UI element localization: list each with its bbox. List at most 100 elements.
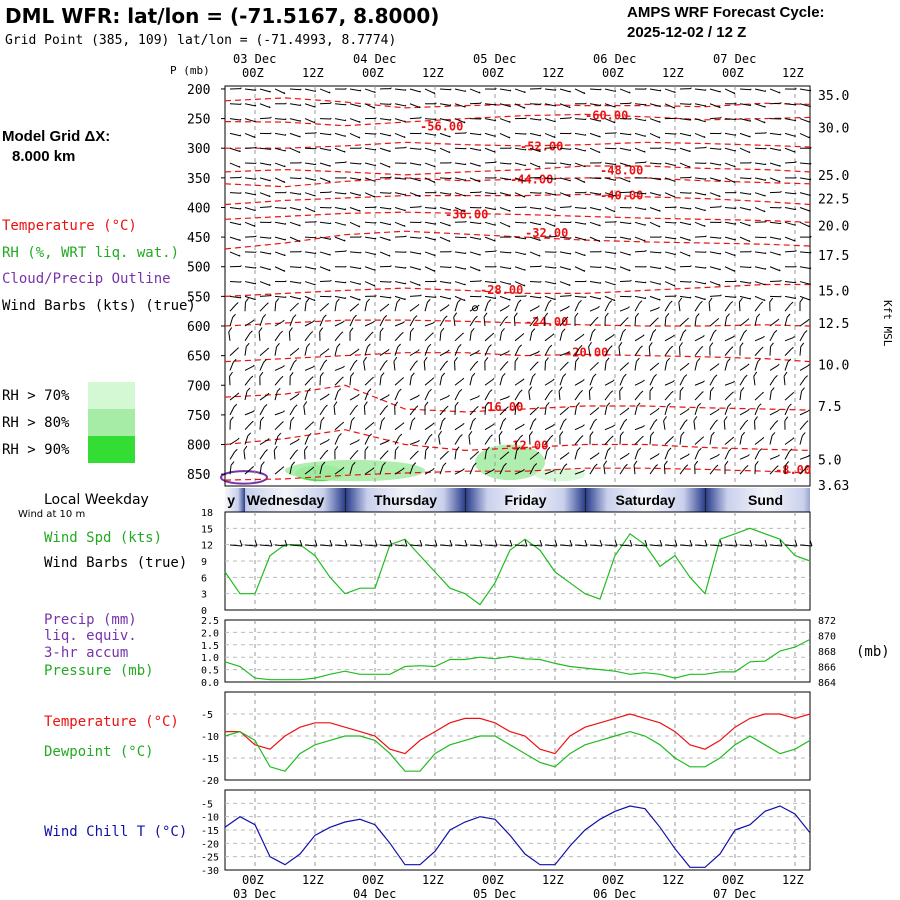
wind-barb [244, 391, 248, 401]
wind-barb [319, 102, 332, 105]
wind-barb-feather [588, 386, 593, 392]
wind-barb [694, 88, 706, 91]
wind-barb [259, 236, 271, 239]
wind-barb [454, 266, 466, 270]
wind-barb [229, 281, 242, 283]
wind-barb [439, 395, 449, 401]
wind-barb [333, 405, 336, 415]
wind-barb [529, 363, 537, 371]
wind-barb [799, 132, 811, 139]
wind-barb [514, 103, 526, 109]
wind-barb [469, 266, 481, 272]
surface-wind-barb [679, 544, 693, 547]
wind-barb-feather [554, 120, 556, 123]
wind-barb-feather [665, 313, 670, 318]
wind-barb [319, 349, 328, 357]
wind-barb [589, 192, 601, 195]
wind-barb [424, 391, 430, 401]
wind-barb [634, 347, 641, 356]
precip-panel-ytick: 0.5 [201, 666, 219, 677]
wind-barb-feather [266, 392, 270, 396]
wind-barb-feather [396, 298, 401, 303]
surface-wind-barb-feather [749, 539, 753, 547]
wind-barb [424, 322, 434, 327]
wind-barb [649, 207, 661, 212]
wind-barb [739, 206, 751, 211]
hour-label-top: 12Z [782, 66, 804, 80]
wind-barb-feather [312, 320, 315, 323]
wind-barb-feather [404, 282, 407, 285]
wind-barb [363, 405, 366, 415]
wind-barb-feather [614, 194, 616, 197]
surface-wind-barb [379, 544, 393, 547]
wind-barb [289, 266, 302, 269]
wind-barb-feather [775, 465, 779, 468]
wind-barb-feather [462, 468, 465, 471]
wind-barb [619, 421, 625, 430]
wind-chill-panel-ytick: -15 [201, 826, 219, 837]
wind-barb [454, 118, 466, 124]
wind-barb [544, 347, 550, 356]
wind-barb-feather [358, 209, 361, 212]
wind-barb-feather [548, 299, 552, 304]
wind-barb-feather [311, 421, 314, 424]
wind-barb-feather [387, 348, 390, 352]
wind-barb-feather [613, 299, 616, 302]
wind-barb [604, 88, 616, 92]
wind-barb [424, 236, 436, 241]
wind-barb-feather [418, 106, 421, 109]
wind-barb-feather [404, 104, 407, 107]
wind-barb [409, 88, 421, 93]
wind-barb [244, 192, 256, 196]
surface-wind-barb-feather [569, 539, 573, 547]
wind-barb-feather [501, 373, 506, 377]
wind-barb-feather [417, 394, 420, 397]
wind-barb [424, 88, 436, 95]
wind-barb [394, 391, 399, 401]
wind-barb [529, 351, 539, 357]
wind-barb [349, 192, 361, 196]
wind-barb [514, 236, 526, 240]
wind-barb [588, 391, 591, 401]
date-label-bottom: 04 Dec [353, 887, 396, 900]
wind-barb [724, 450, 730, 460]
wind-barb-feather [619, 386, 624, 392]
rh-area [285, 459, 425, 482]
wind-barb-feather [384, 360, 388, 364]
wind-barb [379, 305, 388, 312]
wind-barb [454, 236, 467, 239]
wind-barb-feather [686, 362, 690, 366]
wind-barb-feather [284, 222, 287, 225]
wind-barb-feather [363, 356, 367, 362]
wind-barb [664, 266, 676, 271]
wind-barb [574, 361, 577, 371]
wind-barb-feather [678, 297, 683, 303]
wind-barb-feather [568, 283, 571, 286]
wind-barb [514, 177, 526, 182]
wind-barb-feather [659, 267, 662, 269]
surface-wind-barb [724, 544, 738, 547]
wind-barb-feather [644, 223, 646, 226]
wind-barb [484, 161, 497, 164]
wind-barb-feather [756, 313, 761, 318]
wind-barb [289, 147, 301, 154]
rh-80-label: RH > 80% [2, 415, 70, 431]
wind-barb [274, 346, 278, 356]
wind-barb [484, 221, 496, 226]
wind-barb-feather [787, 358, 792, 363]
wind-barb [394, 423, 403, 431]
wind-barb [754, 88, 766, 92]
wind-barb-feather [704, 282, 707, 285]
wind-barb-feather [703, 135, 706, 138]
wind-barb-feather [344, 119, 347, 121]
wind-barb-feather [514, 357, 519, 362]
wind-barb-feather [280, 375, 284, 379]
wind-barb-feather [393, 356, 398, 362]
wind-barb-feather [419, 90, 421, 93]
wind-barb-feather [680, 431, 685, 436]
hour-label-top: 12Z [542, 66, 564, 80]
wind-barb [784, 250, 797, 253]
wind-barb [634, 361, 637, 371]
wind-barb-feather [434, 134, 437, 136]
wind-barb-feather [473, 462, 477, 467]
